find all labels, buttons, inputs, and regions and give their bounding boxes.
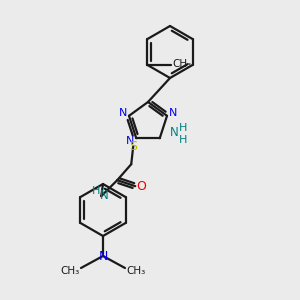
Text: H: H xyxy=(178,123,187,133)
Text: N: N xyxy=(126,136,134,146)
Text: H: H xyxy=(92,186,100,196)
Text: CH₃: CH₃ xyxy=(173,59,192,69)
Text: S: S xyxy=(129,140,137,153)
Text: N: N xyxy=(169,126,178,139)
Text: N: N xyxy=(100,189,109,202)
Text: CH₃: CH₃ xyxy=(126,266,146,276)
Text: N: N xyxy=(119,108,127,118)
Text: O: O xyxy=(136,180,146,193)
Text: H: H xyxy=(178,135,187,145)
Text: N: N xyxy=(98,250,108,262)
Text: N: N xyxy=(169,108,177,118)
Text: CH₃: CH₃ xyxy=(60,266,80,276)
